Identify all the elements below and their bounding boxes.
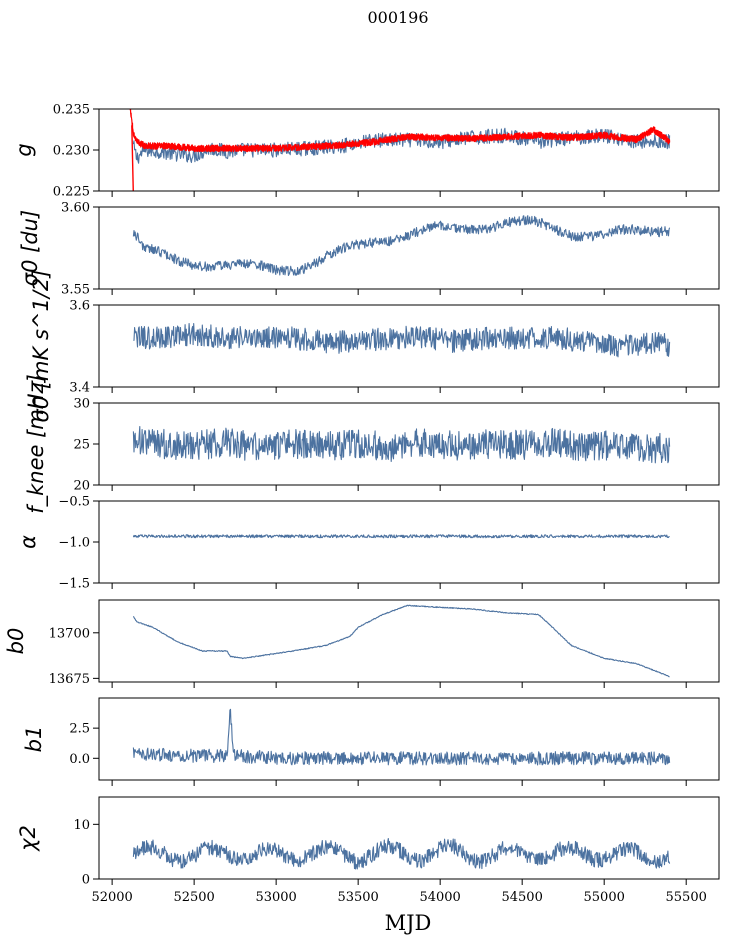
y-axis-label: χ2 — [16, 825, 40, 852]
y-tick-label: 0.0 — [69, 752, 90, 767]
axes-frame — [98, 500, 720, 584]
y-axis-label: f_knee [mHz] — [24, 374, 49, 514]
y-tick-label: 20 — [73, 479, 90, 494]
series-line-1 — [132, 534, 670, 539]
x-tick-label: 54000 — [419, 890, 460, 905]
y-tick-label: 10 — [73, 818, 90, 833]
y-tick-label: 0.230 — [53, 144, 90, 159]
y-tick-label: 2.5 — [69, 722, 90, 737]
axes-frame — [98, 206, 720, 290]
series-group — [132, 215, 671, 277]
y-tick-label: 13675 — [49, 672, 90, 687]
y-tick-label: −1.0 — [58, 536, 90, 551]
x-tick-label: 53000 — [255, 890, 296, 905]
axes-frame — [98, 796, 720, 880]
x-axis-label: MJD — [385, 911, 432, 935]
panel-4: 20 25 30 f_knee [mHz] — [24, 374, 720, 514]
y-tick-label: −0.5 — [58, 495, 90, 510]
panels: 0.225 0.230 0.235 g 3.55 3.60 σ0 [du] 3.4 3.6 σ0 … — [4, 103, 720, 905]
x-tick-label: 52000 — [91, 890, 132, 905]
y-tick-label: 3.60 — [61, 201, 90, 216]
panel-8: 0 10 52000 52500 53000 53500 54000 54500 55000 55… — [16, 796, 720, 905]
series-line-1 — [132, 837, 671, 870]
y-axis-label: σ0 [du] — [18, 210, 42, 286]
series-group — [132, 837, 671, 870]
panel-1: 0.225 0.230 0.235 g — [12, 103, 720, 200]
panel-2: 3.55 3.60 σ0 [du] — [18, 201, 720, 298]
series-line-1 — [133, 322, 671, 358]
y-tick-label: 3.4 — [69, 381, 90, 396]
panel-5: −1.5 −1.0 −0.5 α — [16, 495, 720, 592]
red-dip-mark — [131, 125, 134, 191]
y-tick-label: 3.6 — [69, 299, 90, 314]
figure-title: 000196 — [367, 8, 428, 27]
axes-frame — [98, 599, 720, 683]
axes-frame — [98, 697, 720, 781]
panel-7: 0.0 2.5 b1 — [22, 697, 720, 786]
y-tick-label: 0.235 — [53, 103, 90, 118]
axes-frame — [98, 304, 720, 388]
series-group — [132, 708, 671, 766]
x-tick-label: 55500 — [666, 890, 707, 905]
y-tick-label: 25 — [73, 438, 90, 453]
series-line-1 — [132, 604, 670, 678]
series-line-1 — [132, 425, 671, 464]
series-line-1 — [132, 215, 671, 277]
y-axis-label: g — [12, 143, 36, 156]
panel-6: 13675 13700 b0 — [4, 599, 720, 688]
series-group — [132, 534, 670, 539]
x-tick-label: 55000 — [584, 890, 625, 905]
series-group — [133, 322, 671, 358]
x-tick-label: 52500 — [173, 890, 214, 905]
series-line-2 — [129, 109, 671, 153]
y-tick-label: 13700 — [49, 626, 90, 641]
y-tick-label: 0 — [82, 873, 90, 888]
y-tick-label: 3.55 — [61, 283, 90, 298]
series-line-1 — [132, 708, 671, 766]
panel-3: 3.4 3.6 σ0 [mK s^1/2] — [29, 270, 720, 423]
y-tick-label: −1.5 — [58, 577, 90, 592]
y-tick-label: 0.225 — [53, 185, 90, 200]
y-axis-label: α — [16, 535, 40, 549]
series-group — [129, 109, 671, 191]
y-axis-label: σ0 [mK s^1/2] — [29, 270, 53, 423]
series-group — [132, 425, 671, 464]
series-group — [132, 604, 670, 678]
x-tick-label: 54500 — [501, 890, 542, 905]
x-tick-label: 53500 — [337, 890, 378, 905]
y-axis-label: b1 — [22, 726, 46, 753]
y-tick-label: 30 — [73, 397, 90, 412]
y-axis-label: b0 — [4, 628, 28, 655]
